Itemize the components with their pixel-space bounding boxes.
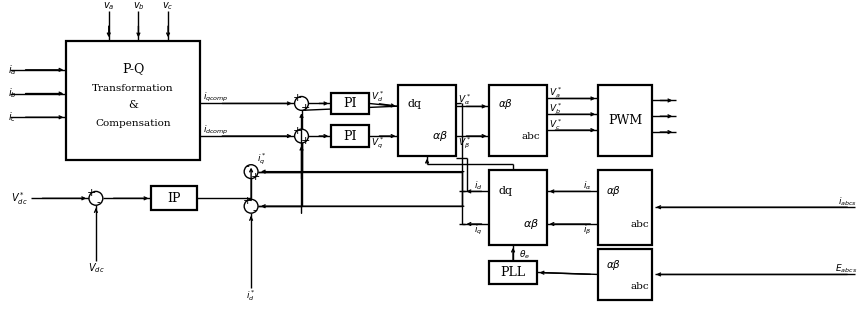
- Text: $V_d^*$: $V_d^*$: [371, 89, 384, 104]
- Text: IP: IP: [167, 192, 180, 205]
- Text: +: +: [250, 172, 260, 182]
- Bar: [151, 187, 197, 210]
- Text: $i_q^*$: $i_q^*$: [257, 151, 267, 167]
- Circle shape: [294, 129, 308, 143]
- Text: $\alpha\beta$: $\alpha\beta$: [607, 184, 621, 198]
- Text: $V_b^*$: $V_b^*$: [549, 101, 562, 116]
- Text: +: +: [87, 188, 97, 198]
- Text: +: +: [301, 136, 310, 146]
- Text: +: +: [243, 196, 252, 206]
- Text: Compensation: Compensation: [95, 119, 171, 128]
- Circle shape: [244, 165, 258, 178]
- Text: dq: dq: [407, 100, 421, 110]
- Text: $V_{dc}$: $V_{dc}$: [87, 261, 104, 275]
- Text: PLL: PLL: [501, 266, 526, 279]
- Text: dq: dq: [498, 186, 512, 196]
- Text: $\alpha\beta$: $\alpha\beta$: [498, 97, 513, 111]
- Text: $i_d^*$: $i_d^*$: [247, 288, 255, 303]
- Text: +: +: [301, 103, 310, 113]
- Bar: [399, 85, 456, 156]
- Text: $V_a^*$: $V_a^*$: [549, 85, 562, 100]
- Text: -: -: [252, 206, 256, 216]
- Text: abc: abc: [521, 132, 540, 140]
- Text: $\alpha\beta$: $\alpha\beta$: [432, 129, 448, 143]
- Bar: [489, 85, 546, 156]
- Text: &: &: [128, 100, 138, 110]
- Bar: [331, 93, 369, 114]
- Text: $i_d$: $i_d$: [474, 179, 482, 192]
- Text: +: +: [293, 94, 302, 104]
- Text: $V_{dc}^*$: $V_{dc}^*$: [11, 190, 28, 207]
- Text: PWM: PWM: [608, 114, 642, 127]
- Text: $i_c$: $i_c$: [8, 110, 16, 124]
- Text: $i_b$: $i_b$: [8, 87, 16, 100]
- Text: PI: PI: [343, 97, 356, 110]
- Text: $\theta_e$: $\theta_e$: [519, 248, 530, 261]
- Text: +: +: [293, 126, 302, 136]
- Text: $E_{abcs}$: $E_{abcs}$: [835, 262, 857, 275]
- Text: $i_{dcomp}$: $i_{dcomp}$: [203, 124, 229, 137]
- Bar: [489, 170, 546, 245]
- Text: $i_q$: $i_q$: [474, 224, 482, 237]
- Bar: [598, 85, 652, 156]
- Text: $i_{abcs}$: $i_{abcs}$: [838, 195, 857, 207]
- Text: $v_b$: $v_b$: [133, 1, 144, 12]
- Bar: [598, 170, 652, 245]
- Text: $V_c^*$: $V_c^*$: [549, 117, 562, 132]
- Circle shape: [244, 199, 258, 213]
- Bar: [66, 41, 199, 160]
- Text: $i_\alpha$: $i_\alpha$: [583, 179, 591, 192]
- Bar: [331, 125, 369, 147]
- Bar: [598, 249, 652, 300]
- Text: Transformation: Transformation: [92, 84, 173, 93]
- Text: abc: abc: [630, 282, 649, 291]
- Text: $v_c$: $v_c$: [162, 1, 173, 12]
- Text: $i_\beta$: $i_\beta$: [583, 224, 591, 237]
- Text: abc: abc: [630, 220, 649, 228]
- Text: $\alpha\beta$: $\alpha\beta$: [607, 257, 621, 271]
- Text: $V_\alpha^*$: $V_\alpha^*$: [457, 92, 471, 107]
- Text: -: -: [245, 162, 249, 172]
- Text: $V_q^*$: $V_q^*$: [371, 135, 384, 151]
- Text: $V_\beta^*$: $V_\beta^*$: [457, 135, 471, 151]
- Circle shape: [89, 191, 103, 205]
- Text: $v_a$: $v_a$: [103, 1, 115, 12]
- Text: $i_a$: $i_a$: [8, 63, 16, 77]
- Text: $\alpha\beta$: $\alpha\beta$: [523, 217, 539, 231]
- Text: -: -: [97, 198, 101, 208]
- Text: P-Q: P-Q: [122, 62, 144, 75]
- Circle shape: [294, 96, 308, 110]
- Bar: [489, 261, 537, 284]
- Text: $i_{qcomp}$: $i_{qcomp}$: [203, 91, 229, 104]
- Text: PI: PI: [343, 129, 356, 143]
